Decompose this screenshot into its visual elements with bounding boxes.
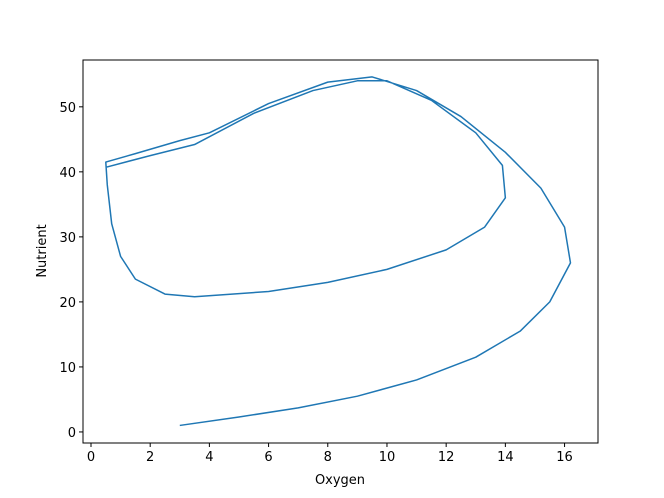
y-axis-label: Nutrient <box>35 224 50 277</box>
y-tick-label: 0 <box>68 426 76 441</box>
x-tick-label: 0 <box>87 450 95 465</box>
x-tick-label: 14 <box>497 450 514 465</box>
x-tick-label: 16 <box>556 450 573 465</box>
x-axis-label: Oxygen <box>315 473 365 488</box>
y-tick-label: 10 <box>59 361 76 376</box>
x-tick-label: 10 <box>379 450 396 465</box>
y-tick-label: 30 <box>59 231 76 246</box>
y-tick-label: 20 <box>59 296 76 311</box>
x-tick-label: 2 <box>146 450 154 465</box>
x-tick-label: 4 <box>205 450 213 465</box>
data-line <box>105 76 572 427</box>
x-tick-label: 12 <box>438 450 455 465</box>
x-tick-label: 8 <box>324 450 332 465</box>
x-tick-label: 6 <box>264 450 272 465</box>
y-tick-label: 40 <box>59 166 76 181</box>
y-tick-label: 50 <box>59 101 76 116</box>
plot-frame <box>82 59 599 444</box>
